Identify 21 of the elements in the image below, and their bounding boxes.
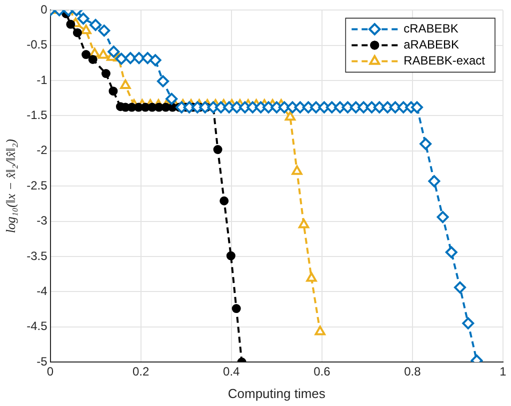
legend-label: cRABEBK (404, 22, 458, 36)
y-tick-label: -1 (36, 72, 48, 87)
y-tick-label: -1.5 (26, 108, 48, 122)
y-tick-label: -5 (36, 354, 48, 368)
legend-label: RABEBK-exact (404, 54, 486, 68)
x-tick-label: 0.2 (132, 364, 150, 379)
y-tick-label: -3.5 (26, 248, 48, 263)
y-tick-label: -4 (36, 284, 48, 298)
y-tick-label: -4.5 (26, 319, 48, 334)
legend-label: aRABEBK (404, 38, 459, 52)
x-axis-title: Computing times (228, 386, 326, 401)
y-tick-label: 0 (40, 2, 48, 17)
x-tick-label: 1 (500, 364, 507, 379)
x-tick-label: 0.8 (404, 364, 422, 379)
y-tick-label: -2.5 (26, 178, 48, 192)
y-tick-label: -3 (36, 214, 48, 228)
y-axis-title: log₁₀(‖x − x̂‖₂/‖x̂‖₂) (3, 139, 18, 234)
y-tick-label: -2 (36, 143, 48, 158)
x-tick-label: 0.6 (314, 364, 331, 379)
x-tick-label: 0.4 (223, 364, 240, 379)
y-tick-label: -0.5 (26, 38, 48, 52)
